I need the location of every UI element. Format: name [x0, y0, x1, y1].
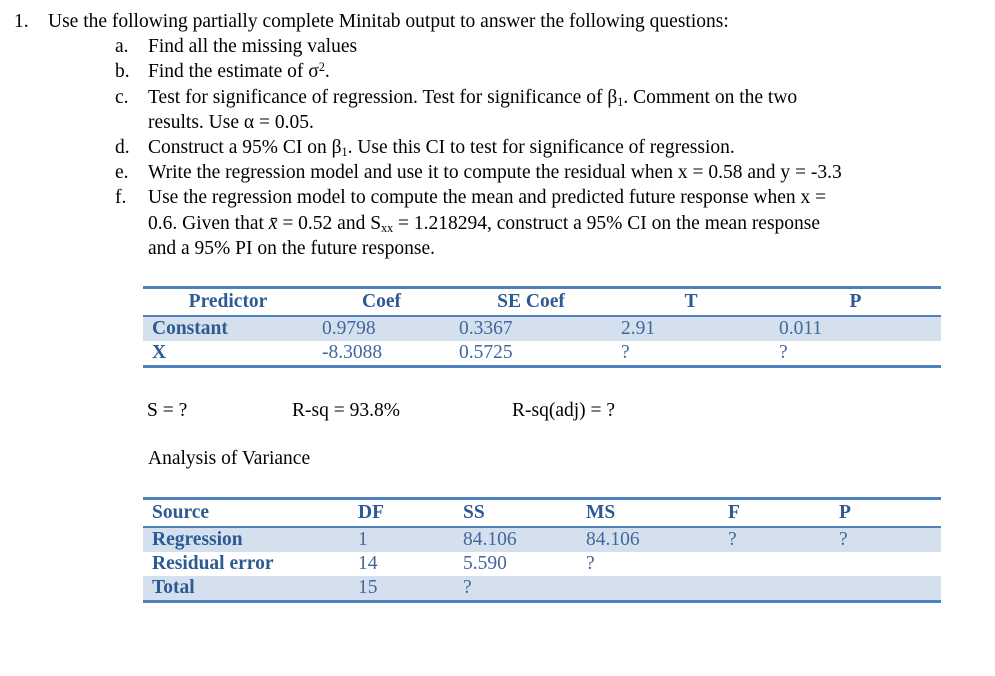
anova-header-ss: SS — [454, 498, 577, 529]
item-f-text-line2: 0.6. Given that x̄ = 0.52 and Sxx = 1.21… — [148, 212, 821, 235]
question-number: 1. — [14, 11, 29, 32]
anova-row-residual-error: Residual error 14 5.590 ? — [143, 552, 941, 576]
anova-cell-ss: ? — [454, 576, 577, 602]
anova-cell-f: ? — [719, 527, 830, 553]
anova-row-total: Total 15 ? — [143, 576, 941, 602]
question-item-a: a. Find all the missing values — [115, 34, 995, 59]
anova-cell-p: ? — [830, 527, 941, 553]
item-c-text-line2: results. Use α = 0.05. — [148, 111, 314, 133]
question-intro-text: Use the following partially complete Min… — [48, 11, 729, 32]
anova-cell-p — [830, 552, 941, 576]
item-c-text-line1: Test for significance of regression. Tes… — [148, 86, 798, 109]
anova-cell-ss: 84.106 — [454, 527, 577, 553]
anova-header-f: F — [719, 498, 830, 529]
coef-header-se-coef: SE Coef — [450, 287, 612, 318]
anova-cell-source: Regression — [143, 527, 349, 553]
coef-cell-p: ? — [779, 342, 788, 364]
anova-cell-source: Residual error — [152, 553, 274, 575]
item-c-label: c. — [115, 86, 129, 108]
question-item-c: c. Test for significance of regression. … — [115, 85, 995, 110]
anova-title: Analysis of Variance — [148, 448, 311, 470]
anova-header-row: Source DF SS MS F P — [143, 498, 941, 529]
question-block: 1. Use the following partially complete … — [0, 0, 995, 261]
coef-row-constant: Constant 0.9798 0.3367 2.91 0.011 — [143, 316, 941, 342]
anova-cell-df: 14 — [358, 553, 378, 575]
anova-cell-df: 1 — [349, 527, 454, 553]
anova-header-df: DF — [349, 498, 454, 529]
coef-cell-coef: 0.9798 — [313, 316, 450, 342]
coef-cell-se: 0.5725 — [459, 342, 513, 364]
question-item-c-cont: results. Use α = 0.05. — [148, 110, 995, 135]
r-squared-value: R-sq = 93.8% — [292, 400, 400, 422]
anova-cell-df: 15 — [349, 576, 454, 602]
item-a-text: Find all the missing values — [148, 36, 358, 58]
anova-cell-ss: 5.590 — [463, 553, 507, 575]
anova-cell-ms: ? — [586, 553, 595, 575]
coef-cell-p: 0.011 — [770, 316, 941, 342]
coef-row-x: X -8.3088 0.5725 ? ? — [143, 341, 941, 367]
item-b-text: Find the estimate of σ2. — [148, 60, 330, 83]
question-item-d: d. Construct a 95% CI on β1. Use this CI… — [115, 135, 995, 160]
item-f-text-line3: and a 95% PI on the future response. — [148, 237, 436, 259]
item-e-label: e. — [115, 162, 129, 184]
s-value: S = ? — [147, 400, 188, 422]
coef-header-p: P — [770, 287, 941, 318]
anova-cell-p — [830, 576, 941, 602]
question-item-f: f. Use the regression model to compute t… — [115, 185, 995, 210]
coef-cell-predictor: X — [152, 342, 167, 364]
question-intro-line: 1. Use the following partially complete … — [14, 9, 995, 34]
coef-cell-se: 0.3367 — [450, 316, 612, 342]
anova-table: Source DF SS MS F P Regression 1 84.106 … — [143, 497, 941, 604]
anova-header-source: Source — [143, 498, 349, 529]
coef-header-coef: Coef — [313, 287, 450, 318]
anova-cell-f — [719, 552, 830, 576]
question-item-b: b. Find the estimate of σ2. — [115, 59, 995, 84]
anova-cell-source: Total — [143, 576, 349, 602]
model-summary-line: S = ? R-sq = 93.8% R-sq(adj) = ? — [0, 398, 995, 423]
anova-row-regression: Regression 1 84.106 84.106 ? ? — [143, 527, 941, 553]
coef-cell-predictor: Constant — [143, 316, 313, 342]
coef-header-row: Predictor Coef SE Coef T P — [143, 287, 941, 318]
coef-cell-coef: -8.3088 — [322, 342, 383, 364]
coef-header-t: T — [612, 287, 770, 318]
anova-cell-ms — [577, 576, 719, 602]
question-item-f-cont2: and a 95% PI on the future response. — [148, 236, 995, 261]
coef-header-predictor: Predictor — [143, 287, 313, 318]
anova-cell-ms: 84.106 — [577, 527, 719, 553]
anova-header-p: P — [830, 498, 941, 529]
question-item-e: e. Write the regression model and use it… — [115, 160, 995, 185]
item-a-label: a. — [115, 36, 129, 58]
question-item-f-cont1: 0.6. Given that x̄ = 0.52 and Sxx = 1.21… — [148, 211, 995, 236]
item-f-text-line1: Use the regression model to compute the … — [148, 187, 827, 209]
coef-cell-t: 2.91 — [612, 316, 770, 342]
anova-cell-f — [719, 576, 830, 602]
r-squared-adj-value: R-sq(adj) = ? — [512, 400, 616, 422]
coef-cell-t: ? — [621, 342, 630, 364]
item-d-text: Construct a 95% CI on β1. Use this CI to… — [148, 137, 735, 160]
anova-header-ms: MS — [577, 498, 719, 529]
item-d-label: d. — [115, 137, 130, 159]
item-e-text: Write the regression model and use it to… — [148, 162, 842, 184]
coefficients-table: Predictor Coef SE Coef T P Constant 0.97… — [143, 286, 941, 369]
item-b-label: b. — [115, 61, 130, 83]
item-f-label: f. — [115, 187, 127, 209]
